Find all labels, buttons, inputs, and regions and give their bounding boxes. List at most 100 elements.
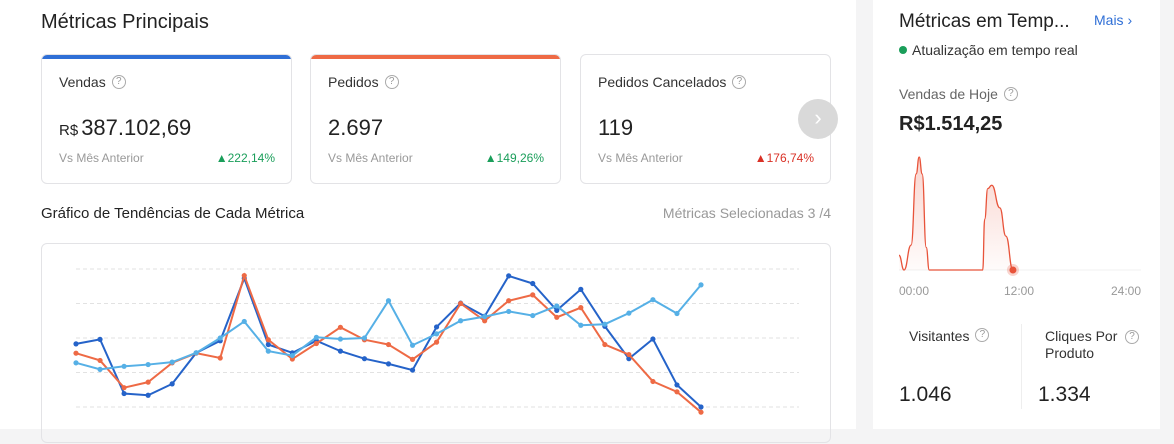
help-icon[interactable]: ? xyxy=(975,328,990,342)
data-point[interactable] xyxy=(385,361,392,367)
data-point[interactable] xyxy=(433,331,440,337)
help-icon[interactable]: ? xyxy=(384,75,399,89)
page-title: Métricas Principais xyxy=(41,11,209,33)
data-point[interactable] xyxy=(506,308,512,315)
current-point[interactable] xyxy=(1009,266,1017,274)
data-point[interactable] xyxy=(602,341,608,348)
data-point[interactable] xyxy=(602,321,608,327)
data-point[interactable] xyxy=(674,310,680,317)
data-point[interactable] xyxy=(698,282,704,288)
data-point[interactable] xyxy=(313,334,319,340)
data-point[interactable] xyxy=(97,366,103,372)
data-point[interactable] xyxy=(530,280,536,287)
data-point[interactable] xyxy=(626,310,632,316)
data-point[interactable] xyxy=(361,356,368,362)
data-point[interactable] xyxy=(145,392,151,398)
status-dot-icon xyxy=(899,46,907,54)
data-point[interactable] xyxy=(241,272,247,279)
data-point[interactable] xyxy=(409,356,416,362)
data-point[interactable] xyxy=(433,339,440,345)
selected-metrics[interactable]: Métricas Selecionadas 3 /4 xyxy=(662,205,831,221)
data-point[interactable] xyxy=(554,314,560,320)
arrow-up-icon: ▲ xyxy=(484,151,497,165)
data-point[interactable] xyxy=(313,340,319,347)
data-point[interactable] xyxy=(458,300,464,307)
data-point[interactable] xyxy=(698,409,704,415)
data-point[interactable] xyxy=(73,341,79,347)
data-point[interactable] xyxy=(145,361,151,368)
help-icon[interactable]: ? xyxy=(1003,87,1018,101)
data-point[interactable] xyxy=(361,335,368,341)
card-accent xyxy=(42,55,291,59)
data-point[interactable] xyxy=(265,348,271,354)
data-point[interactable] xyxy=(265,341,271,348)
data-point[interactable] xyxy=(97,357,103,364)
data-point[interactable] xyxy=(337,336,344,342)
realtime-title: Métricas em Temp... xyxy=(899,11,1070,32)
data-point[interactable] xyxy=(554,303,560,309)
data-point[interactable] xyxy=(121,363,127,369)
data-point[interactable] xyxy=(578,322,584,328)
data-point[interactable] xyxy=(217,355,223,361)
data-point[interactable] xyxy=(506,298,512,304)
visitors-value: 1.046 xyxy=(899,383,952,406)
data-point[interactable] xyxy=(337,348,344,354)
data-point[interactable] xyxy=(73,360,79,366)
data-point[interactable] xyxy=(217,335,223,341)
sales-line xyxy=(898,156,1014,271)
data-point[interactable] xyxy=(578,305,584,311)
data-point[interactable] xyxy=(458,318,464,324)
data-point[interactable] xyxy=(674,382,680,388)
data-point[interactable] xyxy=(578,286,584,292)
currency: R$ xyxy=(59,122,79,139)
data-point[interactable] xyxy=(554,307,560,313)
data-point[interactable] xyxy=(482,314,488,320)
data-point[interactable] xyxy=(265,337,271,343)
data-point[interactable] xyxy=(433,324,440,330)
card-label: Pedidos Cancelados xyxy=(598,74,727,90)
help-icon[interactable]: ? xyxy=(111,75,126,89)
data-point[interactable] xyxy=(241,318,247,325)
data-point[interactable] xyxy=(385,298,392,304)
metric-card-vendas[interactable]: Vendas? R$ 387.102,69 Vs Mês Anterior ▲22… xyxy=(41,54,292,184)
metric-card-pedidos[interactable]: Pedidos? 2.697 Vs Mês Anterior ▲149,26% xyxy=(310,54,561,184)
trend-chart xyxy=(41,243,831,443)
data-point[interactable] xyxy=(650,297,656,303)
data-point[interactable] xyxy=(506,273,512,279)
data-point[interactable] xyxy=(121,385,127,391)
help-icon[interactable]: ? xyxy=(732,75,747,89)
data-point[interactable] xyxy=(409,342,416,348)
trend-title: Gráfico de Tendências de Cada Métrica xyxy=(41,205,305,222)
metric-card-pedidos-cancelados[interactable]: Pedidos Cancelados? 119 Vs Mês Anterior … xyxy=(580,54,831,184)
data-point[interactable] xyxy=(169,381,175,387)
data-point[interactable] xyxy=(482,318,488,324)
data-point[interactable] xyxy=(337,324,344,330)
data-point[interactable] xyxy=(409,367,416,373)
help-icon[interactable]: ? xyxy=(1125,330,1139,344)
trend-chart-svg xyxy=(73,268,799,415)
card-label: Pedidos xyxy=(328,74,379,90)
data-point[interactable] xyxy=(650,378,656,385)
data-point[interactable] xyxy=(97,336,103,342)
visitors-label-row: Visitantes? xyxy=(909,328,990,344)
data-point[interactable] xyxy=(73,350,79,356)
data-point[interactable] xyxy=(121,390,127,397)
x-tick: 00:00 xyxy=(899,284,930,298)
card-compare: Vs Mês Anterior xyxy=(598,151,683,165)
data-point[interactable] xyxy=(193,350,199,356)
data-point[interactable] xyxy=(674,389,680,395)
more-link[interactable]: Mais › xyxy=(1094,12,1133,28)
today-sales-chart xyxy=(898,156,1141,276)
data-point[interactable] xyxy=(385,341,392,348)
data-point[interactable] xyxy=(169,359,175,365)
card-change: ▲176,74% xyxy=(754,151,814,165)
data-point[interactable] xyxy=(698,404,704,410)
data-point[interactable] xyxy=(145,379,151,385)
data-point[interactable] xyxy=(650,336,656,342)
data-point[interactable] xyxy=(530,292,536,298)
data-point[interactable] xyxy=(289,352,295,359)
next-cards-button[interactable]: › xyxy=(798,99,838,139)
data-point[interactable] xyxy=(530,312,536,319)
main-panel: Métricas Principais Vendas? R$ 387.102,69… xyxy=(0,0,856,443)
data-point[interactable] xyxy=(626,351,632,358)
